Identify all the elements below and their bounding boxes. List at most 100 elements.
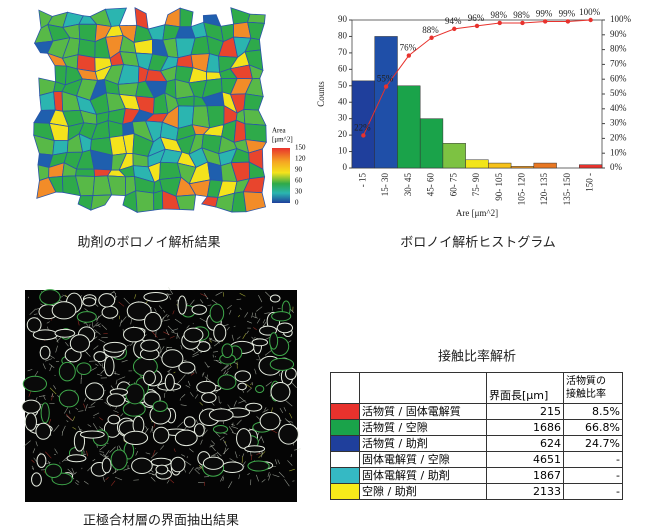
header-text: 活物質の [566, 375, 620, 388]
cell: - [564, 484, 623, 500]
particle [32, 473, 42, 486]
y-tick-label: 60 [338, 63, 348, 73]
particle [52, 302, 76, 319]
particle [238, 383, 246, 390]
cell: 624 [487, 436, 564, 452]
particle [154, 427, 169, 443]
particle [171, 457, 185, 472]
table-row: 活物質 / 助剤62424.7% [331, 436, 623, 452]
cumulative-point [543, 19, 547, 23]
particle [203, 457, 223, 469]
cumulative-point [588, 18, 592, 22]
cell: 215 [487, 404, 564, 420]
bar [488, 163, 511, 168]
x-tick-label: 60- 75 [448, 173, 458, 197]
particle [124, 431, 148, 444]
voronoi-cell [154, 191, 163, 210]
colorbar-tick-label: 90 [295, 166, 303, 174]
table-title: 接触比率解析 [438, 349, 516, 365]
particle [270, 295, 280, 302]
x-tick-label: 75- 90 [471, 173, 481, 197]
particle [270, 358, 293, 370]
swatch [331, 404, 360, 420]
particle [218, 375, 236, 390]
interface-image [22, 287, 301, 502]
x-tick-label: 90- 105 [494, 173, 504, 201]
data-label: 96% [468, 13, 485, 23]
cell: 66.8% [564, 420, 623, 436]
voronoi-cell [231, 8, 250, 24]
y-tick-label: 10 [338, 146, 348, 156]
particle [270, 333, 278, 349]
voronoi-cell [244, 192, 266, 212]
data-label: 88% [422, 25, 439, 35]
particle [272, 312, 291, 321]
swatch [331, 468, 360, 484]
cumulative-point [498, 21, 502, 25]
particle [77, 312, 96, 323]
colorbar-title: [μm^2] [272, 136, 293, 144]
cumulative-point [384, 84, 388, 88]
y-tick-label: 20 [338, 129, 348, 139]
particle [213, 426, 227, 434]
particle [70, 335, 89, 352]
particle [256, 386, 264, 393]
particle [94, 352, 106, 362]
cumulative-point [452, 27, 456, 31]
particle [156, 465, 168, 474]
y2-tick-label: 90% [610, 29, 627, 39]
particle [245, 446, 265, 452]
particle [165, 374, 174, 390]
voronoi-cell [165, 8, 180, 27]
x-tick-label: 15- 30 [380, 173, 390, 197]
table-row: 固体電解質 / 空隙4651- [331, 452, 623, 468]
particle [59, 362, 75, 380]
voronoi-cell [76, 169, 95, 176]
particle [237, 429, 251, 449]
voronoi-cell [245, 124, 267, 142]
x-axis-label: Are [μm^2] [456, 208, 498, 218]
particle [102, 458, 111, 473]
bar [579, 165, 602, 168]
data-label: 98% [513, 10, 530, 20]
particle [27, 318, 41, 332]
particle [144, 292, 168, 301]
particle [99, 294, 115, 307]
particle [83, 298, 96, 306]
cell: 固体電解質 / 助剤 [360, 468, 487, 484]
particle [104, 356, 114, 375]
cell: 8.5% [564, 404, 623, 420]
cell: 活物質 / 固体電解質 [360, 404, 487, 420]
particle [184, 328, 203, 342]
voronoi-cell [207, 106, 224, 128]
cumulative-point [475, 24, 479, 28]
particle [25, 413, 36, 430]
y2-tick-label: 0% [610, 162, 623, 172]
header-cell [360, 373, 487, 404]
histogram: 01020304050607080900%10%20%30%40%50%60%7… [316, 7, 631, 218]
bar [375, 36, 398, 168]
particle [248, 461, 269, 471]
y2-tick-label: 80% [610, 44, 627, 54]
particle [36, 423, 51, 439]
voronoi-cell [202, 197, 218, 207]
table-row: 固体電解質 / 助剤1867- [331, 468, 623, 484]
bar [511, 166, 534, 168]
particle [246, 403, 262, 411]
y2-tick-label: 50% [610, 88, 627, 98]
particle [222, 344, 233, 358]
particle [37, 454, 46, 468]
swatch [331, 452, 360, 468]
particle [104, 342, 126, 352]
particle [178, 296, 186, 314]
page: Area[μm^2]1501209060300 0102030405060708… [0, 0, 646, 532]
swatch [331, 484, 360, 500]
caption: ボロノイ解析ヒストグラム [400, 236, 556, 251]
voronoi-cell [248, 14, 266, 23]
particle [277, 323, 292, 333]
voronoi-cell [244, 109, 266, 125]
voronoi-cell [244, 94, 263, 110]
particle [22, 400, 40, 413]
particle [108, 415, 120, 424]
